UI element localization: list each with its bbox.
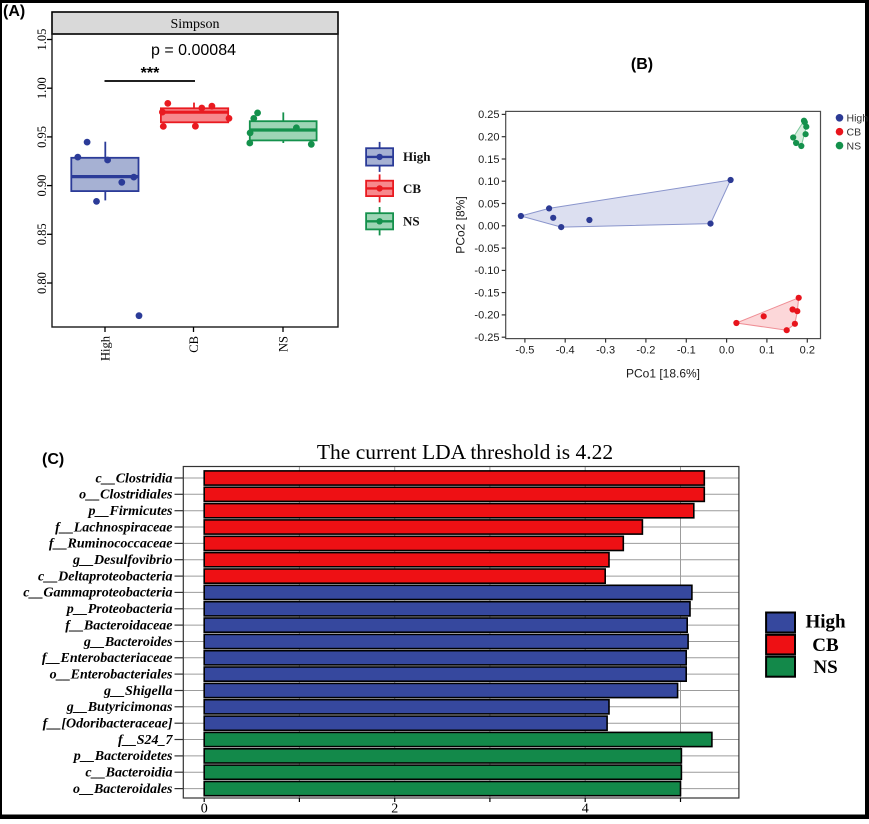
svg-text:0.80: 0.80 [35,272,49,294]
svg-text:f__[Odoribacteraceae]: f__[Odoribacteraceae] [43,717,173,732]
svg-text:0.2: 0.2 [800,345,815,357]
svg-text:NS: NS [813,657,837,678]
svg-text:NS: NS [403,214,420,229]
svg-text:-0.1: -0.1 [677,345,696,357]
svg-text:-0.15: -0.15 [474,287,499,299]
svg-text:o__Enterobacteriales: o__Enterobacteriales [50,667,173,682]
svg-text:PCo2 [8%]: PCo2 [8%] [454,196,468,253]
svg-text:(B): (B) [631,56,653,73]
svg-text:4: 4 [582,802,589,817]
svg-text:o__Bacteroidales: o__Bacteroidales [73,782,173,797]
svg-text:-0.5: -0.5 [515,345,534,357]
svg-text:0.00: 0.00 [478,221,499,233]
svg-text:-0.4: -0.4 [556,345,575,357]
svg-text:CB: CB [812,635,839,656]
svg-text:f__Lachnospiraceae: f__Lachnospiraceae [55,520,172,535]
svg-text:c__Clostridia: c__Clostridia [95,471,172,486]
svg-text:0.90: 0.90 [35,175,49,197]
svg-text:c__Gammaproteobacteria: c__Gammaproteobacteria [23,586,172,601]
svg-text:0.05: 0.05 [478,198,499,210]
svg-text:2: 2 [391,802,398,817]
svg-text:CB: CB [403,181,421,196]
svg-text:0.25: 0.25 [478,109,499,121]
svg-text:f__Enterobacteriaceae: f__Enterobacteriaceae [42,651,173,666]
svg-text:p__Bacteroidetes: p__Bacteroidetes [73,749,173,764]
svg-text:CB: CB [847,127,862,139]
svg-text:1.05: 1.05 [35,29,49,51]
svg-text:g__Bacteroides: g__Bacteroides [83,635,173,650]
svg-text:f__Bacteroidaceae: f__Bacteroidaceae [65,618,172,633]
svg-text:g__Shigella: g__Shigella [103,684,172,699]
svg-text:0.0: 0.0 [719,345,734,357]
svg-text:-0.3: -0.3 [596,345,615,357]
svg-text:High: High [847,113,869,125]
svg-text:o__Clostridiales: o__Clostridiales [79,488,173,503]
svg-text:CB: CB [187,336,201,353]
svg-text:-0.05: -0.05 [474,243,499,255]
svg-text:High: High [99,335,113,361]
svg-text:-0.20: -0.20 [474,310,499,322]
svg-text:-0.10: -0.10 [474,265,499,277]
svg-text:0.1: 0.1 [759,345,774,357]
svg-text:c__Bacteroidia: c__Bacteroidia [85,766,172,781]
svg-text:g__Butyricimonas: g__Butyricimonas [66,700,173,715]
svg-text:(C): (C) [42,451,64,468]
svg-text:c__Deltaproteobacteria: c__Deltaproteobacteria [38,569,173,584]
svg-text:0.85: 0.85 [35,223,49,245]
svg-text:f__Ruminococcaceae: f__Ruminococcaceae [49,537,173,552]
svg-text:0: 0 [201,802,208,817]
svg-text:***: *** [141,65,160,82]
svg-text:p__Proteobacteria: p__Proteobacteria [66,602,173,617]
svg-text:g__Desulfovibrio: g__Desulfovibrio [72,553,173,568]
svg-text:(A): (A) [3,3,25,20]
svg-text:High: High [403,149,431,164]
svg-text:-0.2: -0.2 [636,345,655,357]
svg-text:1.00: 1.00 [35,77,49,99]
svg-text:High: High [805,612,846,633]
svg-text:0.15: 0.15 [478,154,499,166]
svg-text:NS: NS [847,140,862,152]
svg-text:The current LDA threshold is 4: The current LDA threshold is 4.22 [317,440,613,464]
svg-text:p = 0.00084: p = 0.00084 [151,42,236,59]
svg-text:0.95: 0.95 [35,126,49,148]
svg-text:p__Firmicutes: p__Firmicutes [87,504,173,519]
svg-text:Simpson: Simpson [170,17,219,32]
svg-text:0.20: 0.20 [478,132,499,144]
svg-text:NS: NS [277,336,291,352]
svg-text:PCo1 [18.6%]: PCo1 [18.6%] [626,367,700,381]
svg-text:f__S24_7: f__S24_7 [118,733,173,748]
svg-text:-0.25: -0.25 [474,332,499,344]
svg-text:0.10: 0.10 [478,176,499,188]
